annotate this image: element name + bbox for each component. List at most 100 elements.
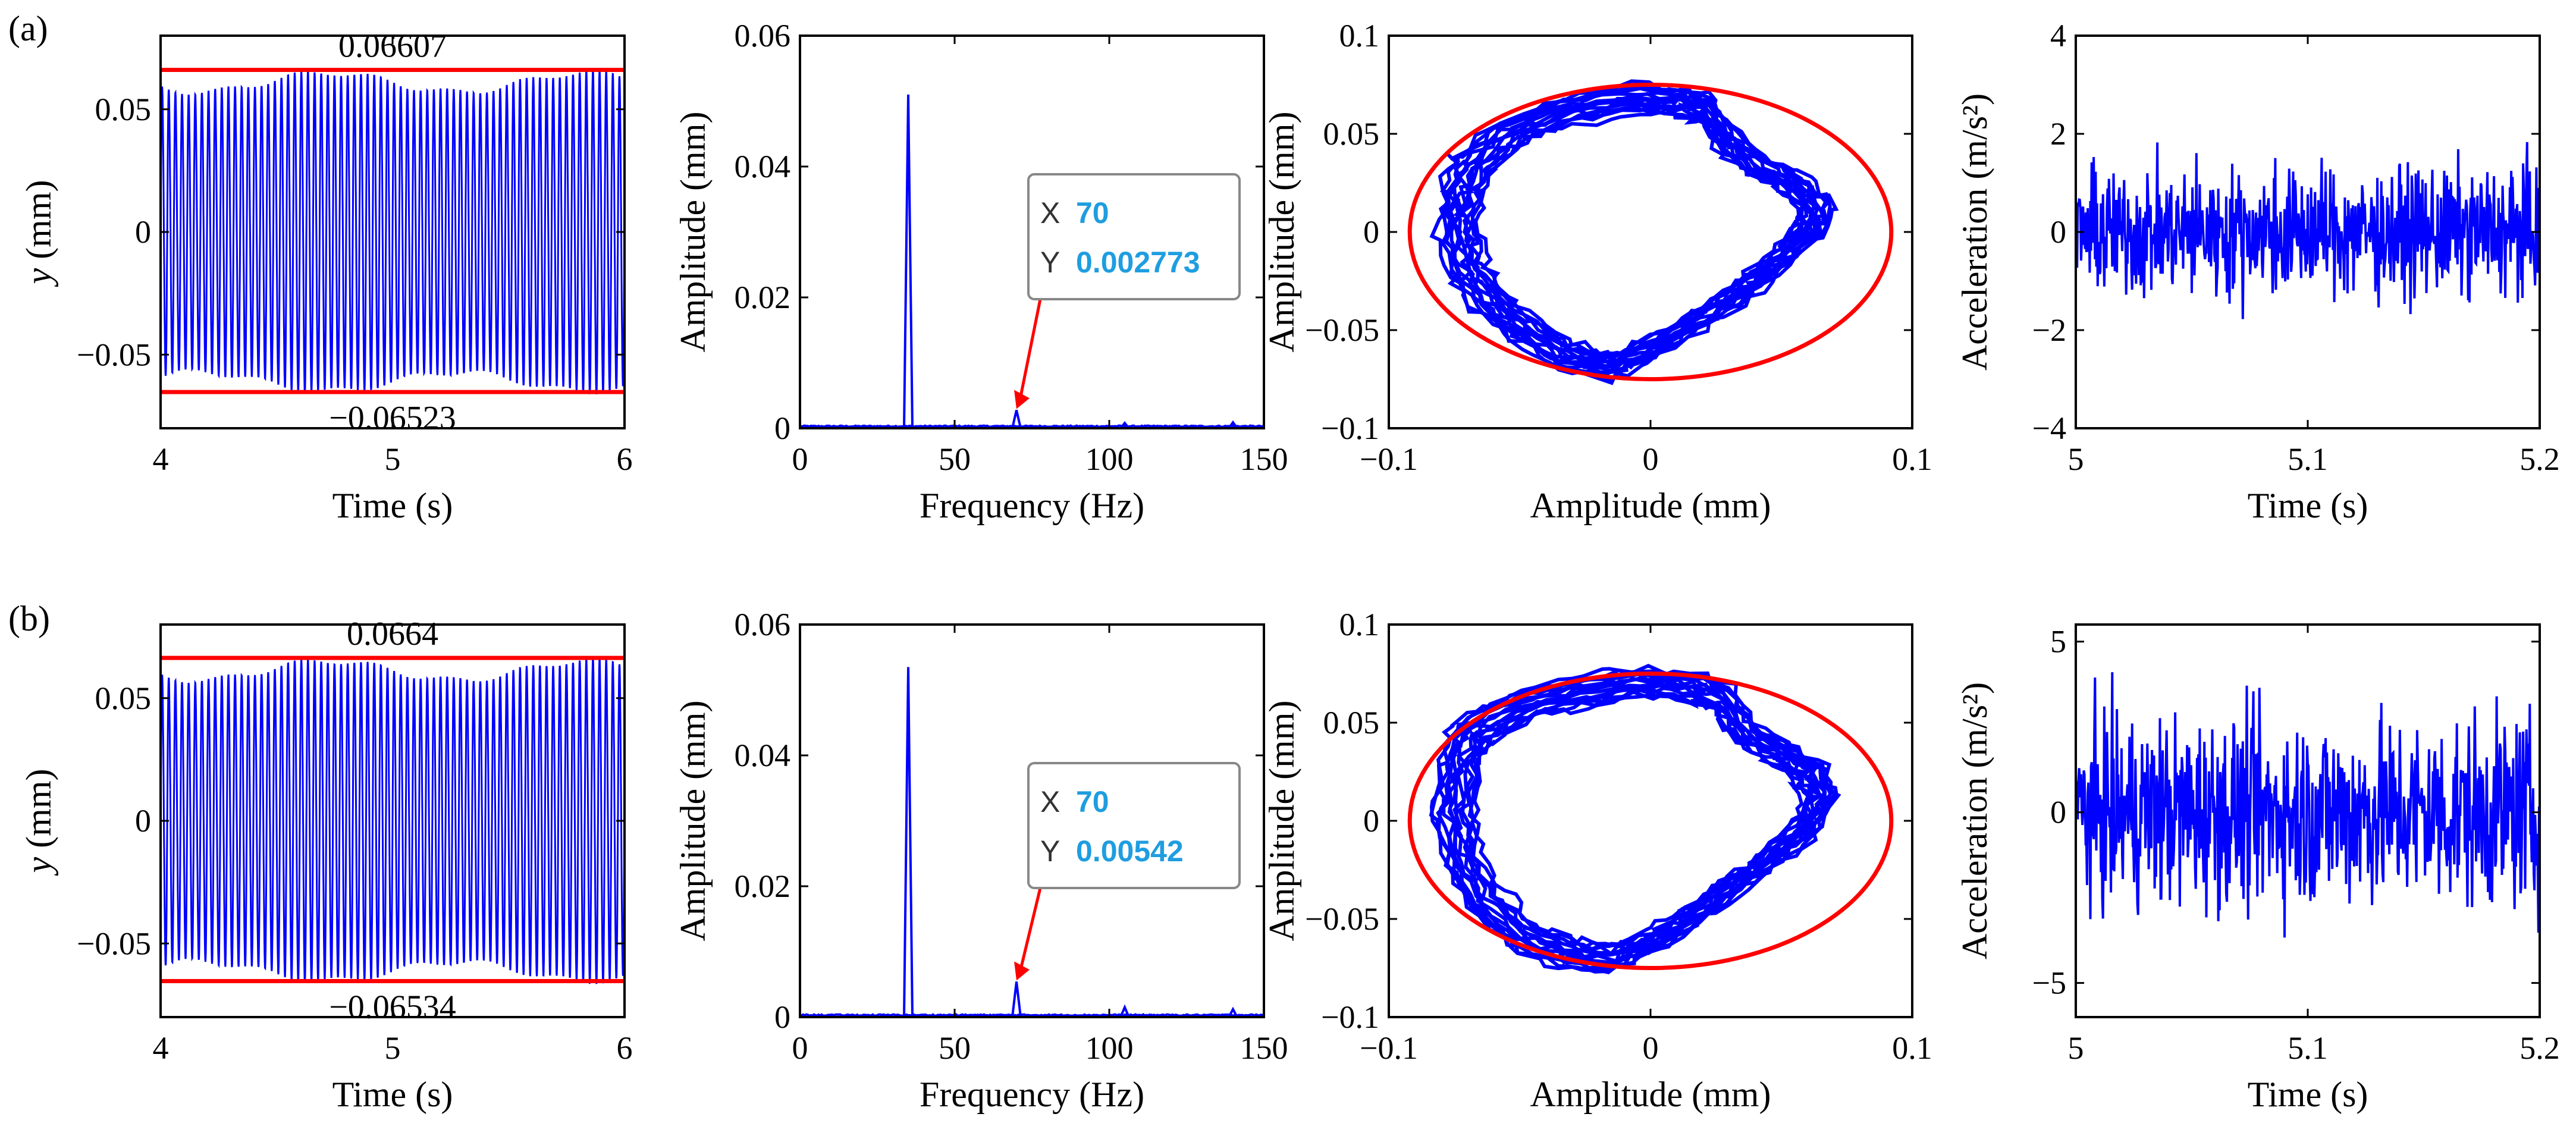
x-tick-label: 50 <box>939 441 971 477</box>
row-label-a: (a) <box>8 9 48 48</box>
datatip-y-key: Y <box>1040 834 1060 868</box>
plot-area <box>2076 142 2540 319</box>
row-label-b: (b) <box>8 599 50 638</box>
datatip-arrowhead <box>1014 961 1030 981</box>
y-axis-label: Amplitude (mm) <box>673 701 713 942</box>
y-tick-label: 0 <box>135 214 151 250</box>
y-axis-label: Amplitude (mm) <box>673 112 713 353</box>
y-axis-label-var: y <box>19 268 58 287</box>
spectrum-peak-2 <box>1119 1004 1130 1017</box>
y-tick-label: 0.02 <box>735 280 791 315</box>
x-axis-label: Frequency (Hz) <box>920 1075 1144 1114</box>
y-tick-label: −0.05 <box>1305 312 1379 348</box>
chart-a-accel: 5 5.1 5.2 −4 −2 0 2 4 Time (s) Acceleration (m/s²… <box>1955 18 2560 525</box>
y-tick-label: 0.05 <box>95 92 152 127</box>
axes-box <box>799 34 1265 429</box>
y-axis-label: y (mm) <box>19 769 58 877</box>
x-tick-label: −0.1 <box>1360 441 1418 477</box>
x-tick-label: 0 <box>792 441 808 477</box>
x-axis-label: Amplitude (mm) <box>1530 486 1771 525</box>
x-tick-label: 5.2 <box>2519 1030 2560 1066</box>
x-axis-label: Frequency (Hz) <box>920 486 1144 525</box>
x-tick-label: 0 <box>792 1030 808 1066</box>
x-tick-label: 5.1 <box>2288 441 2328 477</box>
spectrum-peak-0 <box>903 667 914 1017</box>
y-tick-label: 0.1 <box>1339 18 1380 54</box>
x-tick-label: 5 <box>385 441 401 477</box>
x-tick-label: 6 <box>617 441 633 477</box>
orbit-loop-13 <box>1429 664 1841 974</box>
signal-line <box>161 70 625 395</box>
y-tick-label: 0.06 <box>735 607 791 642</box>
datatip-arrowhead <box>1014 390 1030 409</box>
chart-b-orbit: −0.1 0 0.1 −0.1 −0.05 0 0.05 0.1 Amplitude (mm) A… <box>1262 607 1932 1114</box>
y-axis-label-unit: (mm) <box>19 769 58 857</box>
plot-area <box>161 657 625 984</box>
axes-box <box>799 623 1265 1018</box>
y-tick-label: −4 <box>2032 410 2066 446</box>
x-tick-label: 5 <box>385 1030 401 1066</box>
y-tick-label: 2 <box>2050 116 2066 152</box>
orbit-loop-8 <box>1448 676 1827 967</box>
datatip-arrow <box>1017 887 1042 977</box>
spectrum-peak-3 <box>1228 420 1238 428</box>
chart-a-orbit: −0.1 0 0.1 −0.1 −0.05 0 0.05 0.1 Amplitude (mm) A… <box>1262 18 1932 525</box>
x-tick-label: 50 <box>939 1030 971 1066</box>
datatip-box[interactable] <box>1027 173 1241 300</box>
y-tick-label: 0.05 <box>1323 705 1380 741</box>
orbit-loop-0 <box>1473 111 1805 358</box>
y-tick-label: −2 <box>2032 312 2066 348</box>
chart-b-accel: 5 5.1 5.2 −5 0 5 Time (s) Acceleration (m/s²) <box>1955 623 2560 1114</box>
upper-bound-label: 0.06607 <box>338 27 447 64</box>
datatip-y-value: 0.00542 <box>1076 834 1184 868</box>
x-tick-label: 100 <box>1085 1030 1134 1066</box>
y-axis-label: Amplitude (mm) <box>1262 112 1301 353</box>
spectrum-peak-1 <box>1011 410 1022 428</box>
datatip-x-value: 70 <box>1076 785 1109 818</box>
y-tick-label: 0 <box>1363 214 1379 250</box>
y-tick-label: −0.1 <box>1321 999 1379 1035</box>
spectrum-peak-1 <box>1011 981 1022 1017</box>
y-tick-label: −5 <box>2032 965 2066 1001</box>
x-tick-label: 150 <box>1240 1030 1288 1066</box>
spectrum-baseline <box>800 1013 1264 1017</box>
datatip-arrow <box>1017 299 1042 406</box>
chart-a-spectrum: X 70 Y 0.002773 0 50 100 150 0 0.02 0.04 0.06 Freque… <box>673 18 1288 525</box>
y-tick-label: 0.02 <box>735 868 791 904</box>
y-tick-label: 5 <box>2050 624 2066 660</box>
spectrum-peak-0 <box>903 94 914 428</box>
upper-bound-label: 0.0664 <box>347 616 438 652</box>
x-tick-label: 6 <box>617 1030 633 1066</box>
y-tick-label: 0.05 <box>1323 116 1380 152</box>
y-tick-label: −0.05 <box>77 337 151 372</box>
lower-bound-label: −0.06534 <box>329 989 456 1026</box>
y-axis-label-unit: (mm) <box>19 180 58 268</box>
chart-b-time: 0.0664 −0.06534 4 5 6 −0.05 0 0.05 Time (s) y (mm… <box>19 616 633 1114</box>
y-tick-label: 4 <box>2050 18 2066 54</box>
plot-area <box>800 667 1264 1017</box>
y-tick-label: 0 <box>774 999 790 1035</box>
datatip-box[interactable] <box>1027 762 1241 889</box>
y-tick-label: 0.04 <box>735 738 791 773</box>
boundary-circle <box>1407 672 1894 970</box>
signal-line <box>161 657 625 984</box>
orbit-loop-12 <box>1429 668 1839 975</box>
y-tick-label: 0 <box>2050 214 2066 250</box>
y-tick-label: 0 <box>774 410 790 446</box>
plot-area <box>1407 79 1894 385</box>
chart-a-time: 0.06607 −0.06523 4 5 6 −0.05 0 0.05 Time (s) y (m… <box>19 27 633 525</box>
x-tick-label: 0 <box>1643 441 1659 477</box>
y-tick-label: −0.05 <box>1305 901 1379 937</box>
y-axis-label: Acceleration (m/s²) <box>1955 682 1994 959</box>
x-tick-label: 5 <box>2068 441 2084 477</box>
x-tick-label: 5.2 <box>2519 441 2560 477</box>
plot-area <box>1407 664 1894 975</box>
x-tick-label: −0.1 <box>1360 1030 1418 1066</box>
x-axis-label: Time (s) <box>2248 486 2368 525</box>
y-axis-label: Acceleration (m/s²) <box>1955 93 1994 371</box>
x-tick-label: 100 <box>1085 441 1134 477</box>
y-tick-label: −0.1 <box>1321 410 1379 446</box>
orbit-loop-1 <box>1470 106 1809 361</box>
spectrum-peak-2 <box>1119 421 1130 428</box>
x-tick-label: 5.1 <box>2288 1030 2328 1066</box>
